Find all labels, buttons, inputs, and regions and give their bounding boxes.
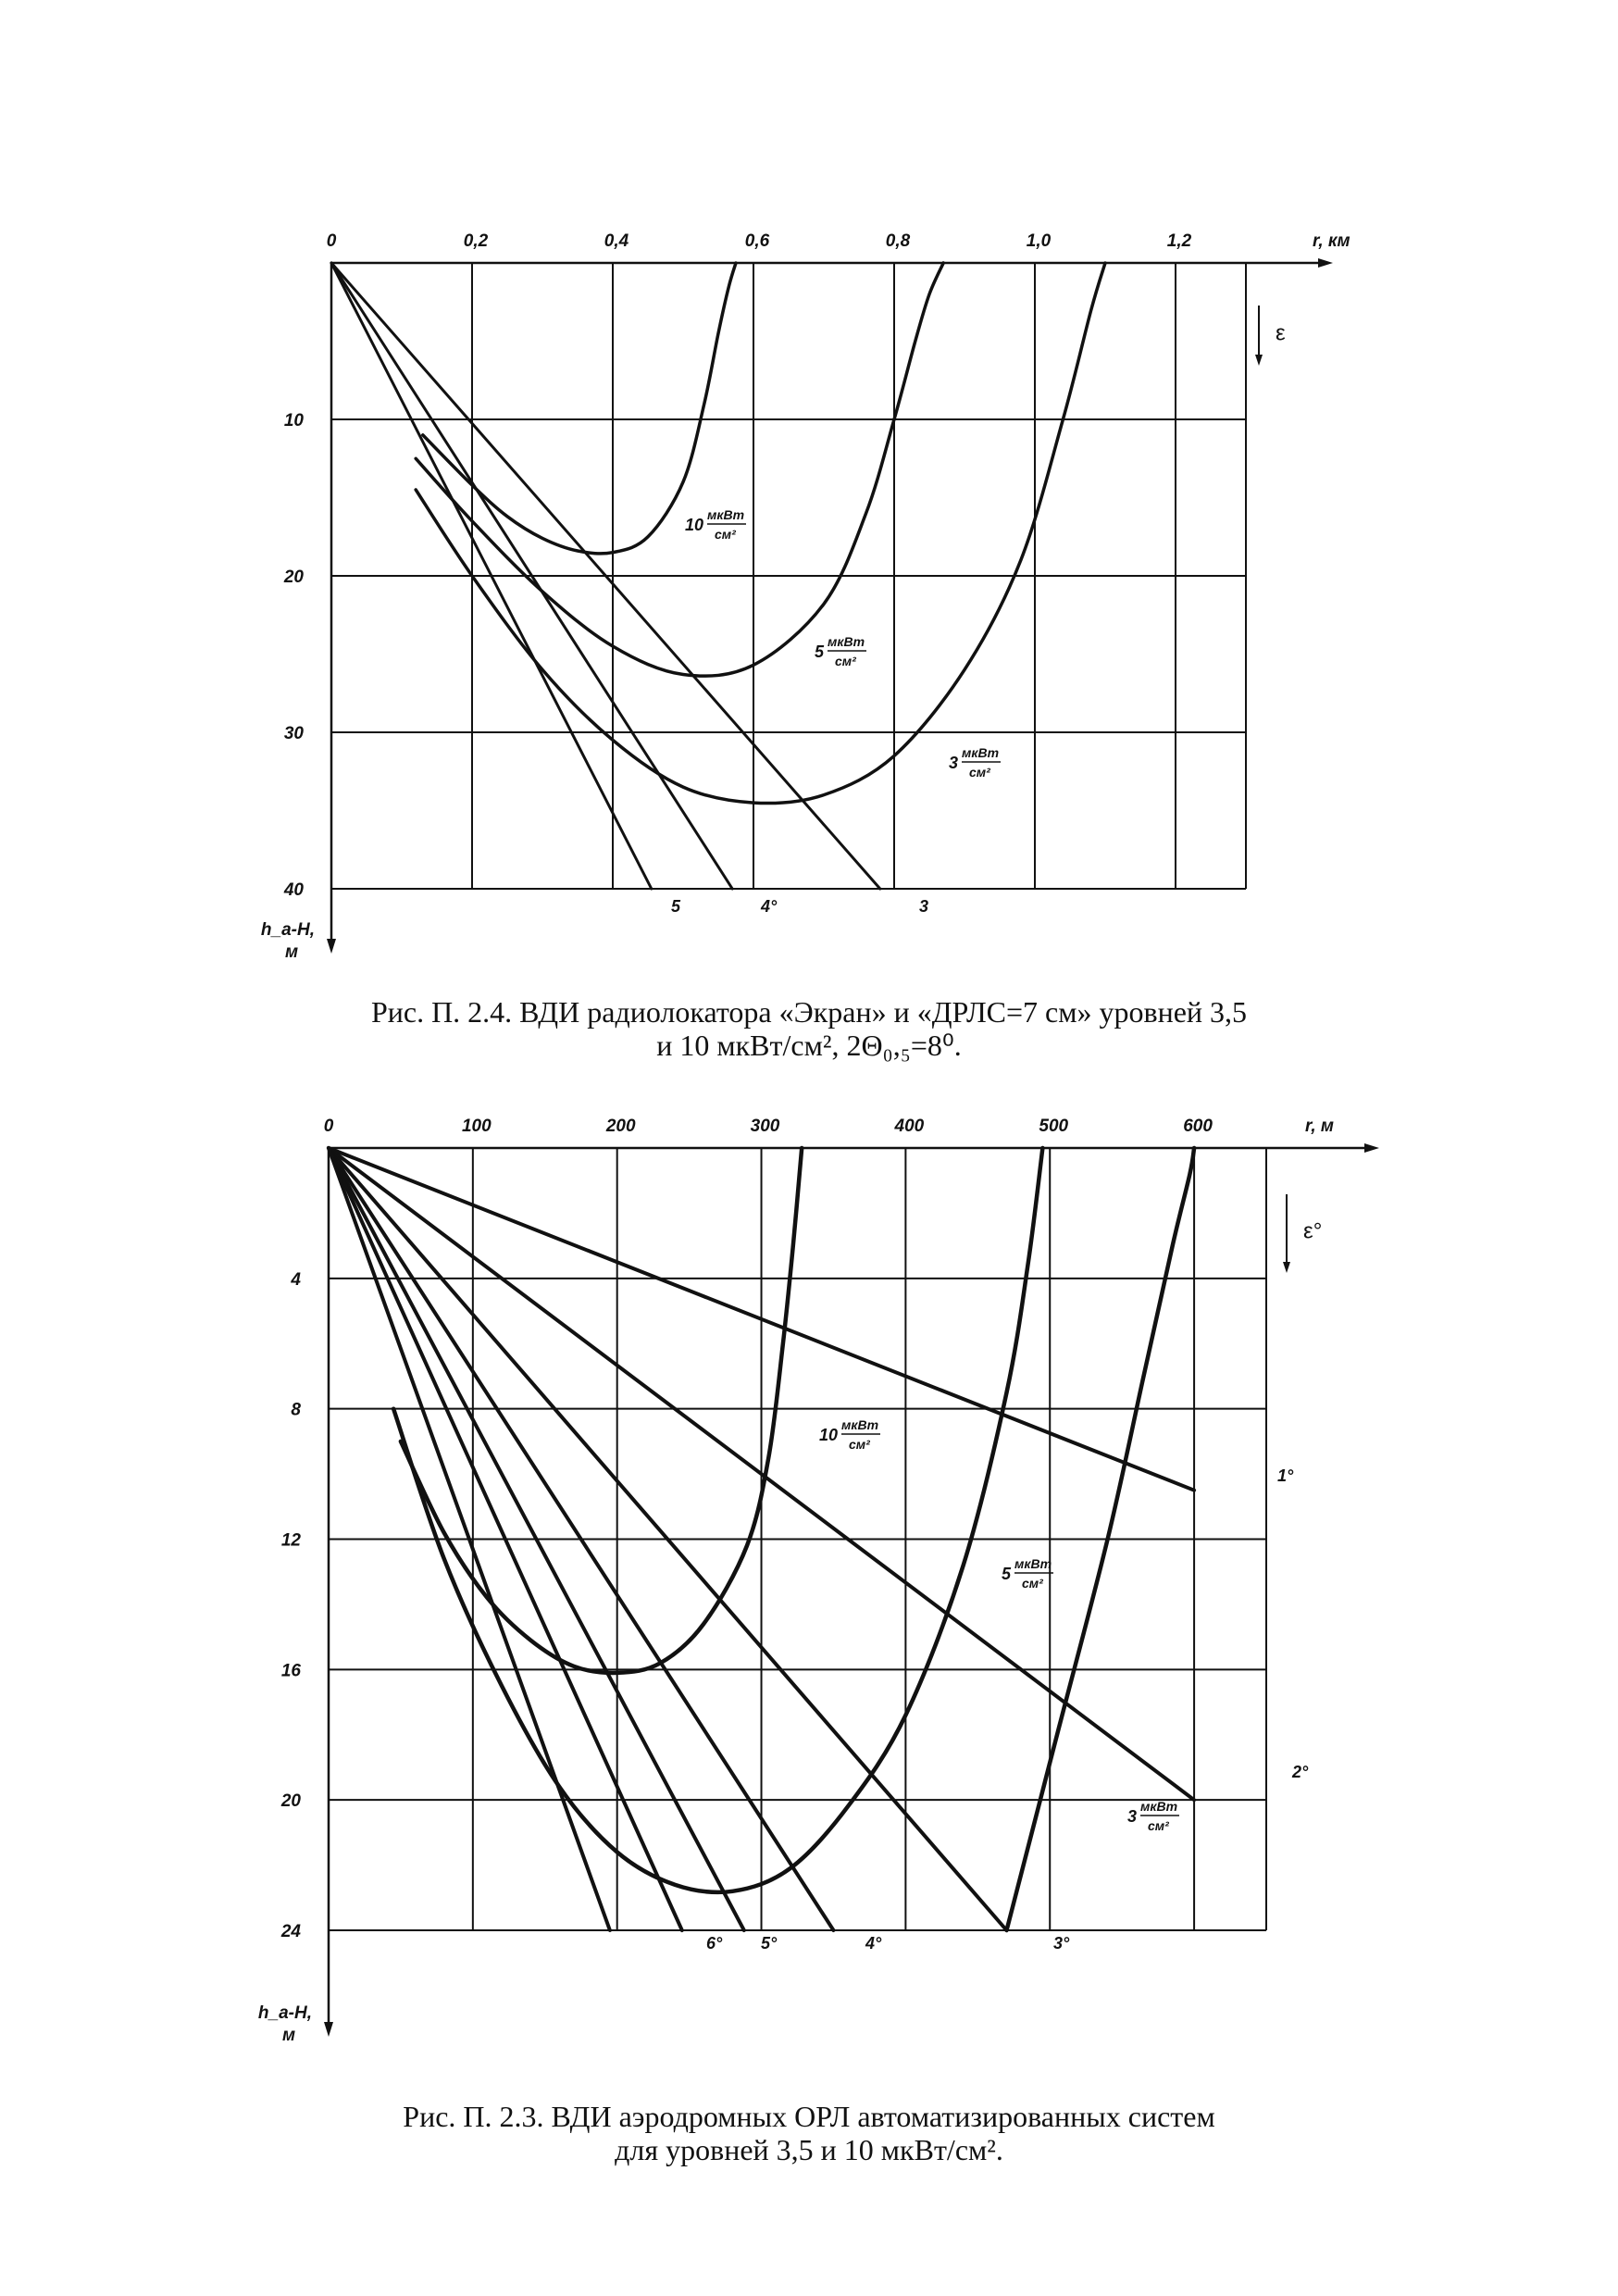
elevation-line-label: 6° xyxy=(706,1934,723,1953)
x-tick-label: 200 xyxy=(605,1117,636,1136)
level-curve-3 xyxy=(414,261,1107,805)
level-curve-label-unit-top: мкВт xyxy=(1014,1556,1052,1571)
x-tick-label: 500 xyxy=(1039,1117,1068,1136)
y-axis-unit: м xyxy=(282,2026,295,2045)
elevation-line-3 xyxy=(330,261,882,891)
elevation-line-5 xyxy=(327,1146,746,1932)
x-axis-arrow xyxy=(1364,1143,1379,1153)
elevation-line-3 xyxy=(327,1146,1009,1932)
elevation-line-label: 4° xyxy=(865,1934,882,1953)
elevation-line-7 xyxy=(327,1146,612,1932)
x-tick-label: 0,6 xyxy=(745,231,770,251)
level-curve-label-unit-bottom: см² xyxy=(1022,1576,1043,1591)
x-tick-label: 0 xyxy=(327,231,337,251)
y-tick-label: 30 xyxy=(284,724,305,743)
elevation-line-1 xyxy=(330,261,653,891)
elevation-line-1 xyxy=(327,1146,1197,1492)
elevation-line-label: 5 xyxy=(671,897,681,916)
y-tick-label: 20 xyxy=(283,568,305,587)
figure-2-caption: Рис. П. 2.3. ВДИ аэродромных ОРЛ автомат… xyxy=(0,2100,1618,2166)
epsilon-arrow-head xyxy=(1255,355,1263,366)
x-tick-label: 0 xyxy=(324,1117,334,1136)
x-axis-label: r, км xyxy=(1313,231,1350,251)
y-axis-label: h_a-H, xyxy=(258,2003,312,2023)
level-curve-label-unit-top: мкВт xyxy=(707,507,744,522)
y-tick-label: 8 xyxy=(291,1401,301,1420)
epsilon-label: ε xyxy=(1276,321,1286,346)
level-curve-label-num: 5 xyxy=(1002,1565,1012,1583)
level-curve-5 xyxy=(414,261,945,678)
level-curve-label-unit-top: мкВт xyxy=(1140,1799,1177,1814)
y-tick-label: 40 xyxy=(283,880,305,900)
x-tick-label: 600 xyxy=(1183,1117,1213,1136)
y-axis-arrow xyxy=(324,2022,333,2037)
level-curve-label-unit-bottom: см² xyxy=(835,654,856,668)
y-tick-label: 12 xyxy=(281,1531,302,1551)
elevation-line-label: 3° xyxy=(1053,1934,1070,1953)
x-tick-label: 1,2 xyxy=(1167,231,1192,251)
level-curve-3 xyxy=(1004,1145,1197,1933)
epsilon-label: ε° xyxy=(1303,1219,1322,1244)
y-tick-label: 4 xyxy=(290,1270,301,1290)
elevation-line-label: 1° xyxy=(1277,1466,1294,1485)
level-curve-label-num: 3 xyxy=(949,754,958,772)
level-curve-label-unit-bottom: см² xyxy=(849,1437,870,1452)
level-curve-label-num: 5 xyxy=(815,643,825,661)
level-curve-label-unit-top: мкВт xyxy=(828,634,865,649)
x-axis-label: r, м xyxy=(1305,1117,1334,1136)
x-tick-label: 1,0 xyxy=(1027,231,1052,251)
x-tick-label: 400 xyxy=(894,1117,925,1136)
level-curve-label-unit-bottom: см² xyxy=(715,527,736,542)
x-tick-label: 0,8 xyxy=(886,231,911,251)
x-tick-label: 0,4 xyxy=(604,231,629,251)
level-curve-label-unit-bottom: см² xyxy=(969,765,990,780)
y-tick-label: 16 xyxy=(281,1661,302,1680)
epsilon-arrow-head xyxy=(1283,1262,1290,1273)
x-tick-label: 0,2 xyxy=(464,231,489,251)
y-tick-label: 20 xyxy=(280,1791,302,1811)
figure-2-caption-line2: для уровней 3,5 и 10 мкВт/см². xyxy=(615,2133,1003,2166)
y-axis-label: h_a-H, xyxy=(261,920,315,940)
y-axis-unit: м xyxy=(285,942,298,962)
elevation-line-label: 4° xyxy=(760,897,778,916)
elevation-line-label: 2° xyxy=(1291,1763,1309,1781)
y-axis-arrow xyxy=(327,939,336,954)
x-tick-label: 300 xyxy=(751,1117,780,1136)
elevation-line-2 xyxy=(330,261,734,891)
elevation-line-label: 5° xyxy=(761,1934,778,1953)
figure-2-caption-line1: Рис. П. 2.3. ВДИ аэродромных ОРЛ автомат… xyxy=(403,2100,1215,2133)
level-curve-5 xyxy=(391,1145,1045,1895)
x-tick-label: 100 xyxy=(462,1117,492,1136)
elevation-line-2 xyxy=(327,1146,1197,1803)
y-tick-label: 10 xyxy=(284,411,305,430)
figure-1-caption-line2: и 10 мкВт/см², 2Θ₀,₅=8⁰. xyxy=(656,1029,962,1062)
level-curve-label-num: 10 xyxy=(685,516,703,534)
x-axis-arrow xyxy=(1318,258,1333,268)
level-curve-10 xyxy=(421,261,738,555)
level-curve-10 xyxy=(398,1145,804,1676)
level-curve-label-num: 10 xyxy=(819,1426,838,1444)
level-curve-label-unit-top: мкВт xyxy=(841,1417,878,1432)
y-tick-label: 24 xyxy=(280,1922,302,1941)
elevation-line-4 xyxy=(327,1146,836,1932)
level-curve-label-unit-top: мкВт xyxy=(962,745,999,760)
level-curve-label-num: 3 xyxy=(1127,1807,1137,1826)
figure-1-caption-line1: Рис. П. 2.4. ВДИ радиолокатора «Экран» и… xyxy=(370,995,1248,1029)
elevation-line-6 xyxy=(327,1146,684,1932)
level-curve-label-unit-bottom: см² xyxy=(1148,1818,1169,1833)
figure-1-caption: Рис. П. 2.4. ВДИ радиолокатора «Экран» и… xyxy=(0,995,1618,1062)
elevation-line-label: 3 xyxy=(919,897,928,916)
